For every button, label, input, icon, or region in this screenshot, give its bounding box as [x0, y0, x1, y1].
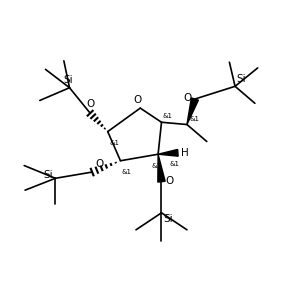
Text: O: O [95, 159, 103, 169]
Text: &1: &1 [190, 116, 200, 122]
Text: Si: Si [164, 214, 174, 224]
Polygon shape [158, 149, 178, 156]
Text: Si: Si [43, 170, 53, 181]
Text: &1: &1 [122, 169, 132, 175]
Text: &1: &1 [110, 140, 120, 146]
Text: O: O [183, 93, 192, 104]
Polygon shape [187, 98, 198, 125]
Text: H: H [181, 148, 188, 158]
Text: O: O [86, 99, 94, 109]
Text: &1: &1 [152, 163, 162, 169]
Text: &1: &1 [163, 113, 173, 119]
Polygon shape [158, 154, 165, 182]
Text: Si: Si [237, 74, 246, 84]
Text: &1: &1 [170, 161, 179, 167]
Text: O: O [165, 176, 173, 186]
Text: O: O [133, 95, 142, 105]
Text: Si: Si [63, 75, 73, 85]
